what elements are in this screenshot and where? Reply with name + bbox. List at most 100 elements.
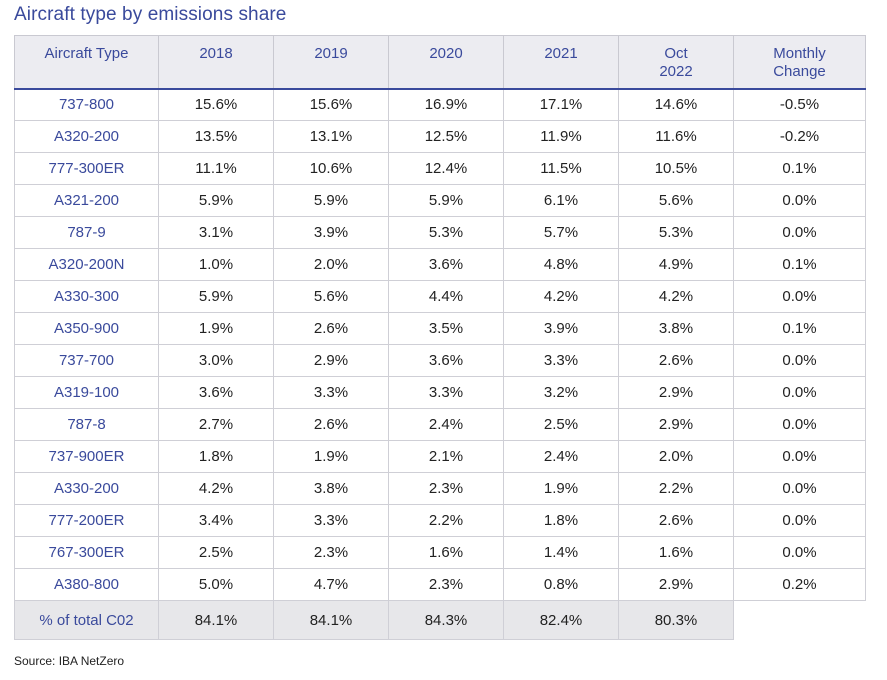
table-row: A321-200 5.9% 5.9% 5.9% 6.1% 5.6% 0.0% [14, 184, 866, 217]
value-cell: 5.3% [618, 216, 734, 249]
value-cell: 0.0% [733, 280, 866, 313]
value-cell: 11.9% [503, 120, 619, 153]
total-value-cell: 80.3% [618, 600, 734, 640]
value-cell: 0.0% [733, 472, 866, 505]
value-cell: 2.7% [158, 408, 274, 441]
value-cell: 2.3% [273, 536, 389, 569]
value-cell: 2.6% [273, 312, 389, 345]
aircraft-type-cell: 737-700 [14, 344, 159, 377]
value-cell: 5.9% [158, 184, 274, 217]
value-cell: 0.1% [733, 312, 866, 345]
table-row: A319-100 3.6% 3.3% 3.3% 3.2% 2.9% 0.0% [14, 376, 866, 409]
aircraft-type-cell: A330-300 [14, 280, 159, 313]
value-cell: 0.0% [733, 376, 866, 409]
value-cell: 2.1% [388, 440, 504, 473]
value-cell: 16.9% [388, 88, 504, 121]
table-row: A330-200 4.2% 3.8% 2.3% 1.9% 2.2% 0.0% [14, 472, 866, 505]
value-cell: 5.0% [158, 568, 274, 601]
value-cell: 5.9% [388, 184, 504, 217]
table-row: A320-200 13.5% 13.1% 12.5% 11.9% 11.6% -0.2% [14, 120, 866, 153]
value-cell: 0.1% [733, 152, 866, 185]
value-cell: 2.9% [618, 568, 734, 601]
value-cell: 11.6% [618, 120, 734, 153]
value-cell: -0.5% [733, 88, 866, 121]
table-row: 787-8 2.7% 2.6% 2.4% 2.5% 2.9% 0.0% [14, 408, 866, 441]
aircraft-type-cell: A320-200 [14, 120, 159, 153]
value-cell: 5.6% [618, 184, 734, 217]
value-cell: 13.1% [273, 120, 389, 153]
column-header: Monthly Change [733, 35, 866, 90]
value-cell: 0.2% [733, 568, 866, 601]
aircraft-type-cell: A330-200 [14, 472, 159, 505]
value-cell: 11.1% [158, 152, 274, 185]
value-cell: 10.6% [273, 152, 389, 185]
value-cell: 5.3% [388, 216, 504, 249]
value-cell: 1.9% [503, 472, 619, 505]
aircraft-type-cell: 737-900ER [14, 440, 159, 473]
value-cell: 3.8% [273, 472, 389, 505]
value-cell: 15.6% [273, 88, 389, 121]
table-row: 767-300ER 2.5% 2.3% 1.6% 1.4% 1.6% 0.0% [14, 536, 866, 569]
value-cell: 1.6% [388, 536, 504, 569]
value-cell: 5.7% [503, 216, 619, 249]
value-cell: 5.9% [158, 280, 274, 313]
value-cell: 14.6% [618, 88, 734, 121]
value-cell: 3.3% [503, 344, 619, 377]
value-cell: 3.3% [273, 504, 389, 537]
value-cell: 5.6% [273, 280, 389, 313]
table-row: 777-200ER 3.4% 3.3% 2.2% 1.8% 2.6% 0.0% [14, 504, 866, 537]
total-label: % of total C02 [14, 600, 159, 640]
aircraft-type-cell: 787-8 [14, 408, 159, 441]
value-cell: 0.0% [733, 504, 866, 537]
total-value-cell: 84.3% [388, 600, 504, 640]
value-cell: 2.4% [388, 408, 504, 441]
column-header: 2020 [388, 35, 504, 90]
value-cell: 3.1% [158, 216, 274, 249]
page-title: Aircraft type by emissions share [14, 4, 287, 25]
value-cell: 3.6% [158, 376, 274, 409]
column-header: Oct 2022 [618, 35, 734, 90]
value-cell: 2.9% [273, 344, 389, 377]
empty-cell [733, 600, 866, 640]
table-row: A380-800 5.0% 4.7% 2.3% 0.8% 2.9% 0.2% [14, 568, 866, 601]
value-cell: 2.2% [618, 472, 734, 505]
value-cell: 0.0% [733, 344, 866, 377]
total-row: % of total C02 84.1% 84.1% 84.3% 82.4% 80.3% [14, 600, 866, 640]
column-header: 2019 [273, 35, 389, 90]
value-cell: 1.9% [273, 440, 389, 473]
value-cell: 2.9% [618, 376, 734, 409]
header-row: Aircraft Type 2018 2019 2020 2021 Oct 2022 Mon… [14, 35, 866, 90]
value-cell: 3.6% [388, 248, 504, 281]
value-cell: 4.2% [618, 280, 734, 313]
aircraft-type-cell: A380-800 [14, 568, 159, 601]
aircraft-type-cell: A319-100 [14, 376, 159, 409]
aircraft-type-cell: A320-200N [14, 248, 159, 281]
value-cell: 5.9% [273, 184, 389, 217]
value-cell: 4.2% [503, 280, 619, 313]
value-cell: 4.4% [388, 280, 504, 313]
value-cell: 4.9% [618, 248, 734, 281]
value-cell: 1.0% [158, 248, 274, 281]
value-cell: 12.5% [388, 120, 504, 153]
value-cell: 2.5% [158, 536, 274, 569]
value-cell: 4.8% [503, 248, 619, 281]
value-cell: 3.8% [618, 312, 734, 345]
value-cell: 0.0% [733, 440, 866, 473]
table-row: 737-800 15.6% 15.6% 16.9% 17.1% 14.6% -0.5% [14, 88, 866, 121]
value-cell: 3.2% [503, 376, 619, 409]
table-row: 737-900ER 1.8% 1.9% 2.1% 2.4% 2.0% 0.0% [14, 440, 866, 473]
emissions-table: Aircraft Type 2018 2019 2020 2021 Oct 2022 Mon… [14, 35, 866, 640]
table-row: A320-200N 1.0% 2.0% 3.6% 4.8% 4.9% 0.1% [14, 248, 866, 281]
value-cell: 1.9% [158, 312, 274, 345]
total-value-cell: 84.1% [273, 600, 389, 640]
value-cell: 12.4% [388, 152, 504, 185]
value-cell: 4.2% [158, 472, 274, 505]
value-cell: 13.5% [158, 120, 274, 153]
value-cell: 3.6% [388, 344, 504, 377]
source-note: Source: IBA NetZero [14, 654, 125, 668]
total-value-cell: 84.1% [158, 600, 274, 640]
total-value-cell: 82.4% [503, 600, 619, 640]
table-row: 777-300ER 11.1% 10.6% 12.4% 11.5% 10.5% 0.1% [14, 152, 866, 185]
column-header: Aircraft Type [14, 35, 159, 90]
value-cell: 1.8% [158, 440, 274, 473]
